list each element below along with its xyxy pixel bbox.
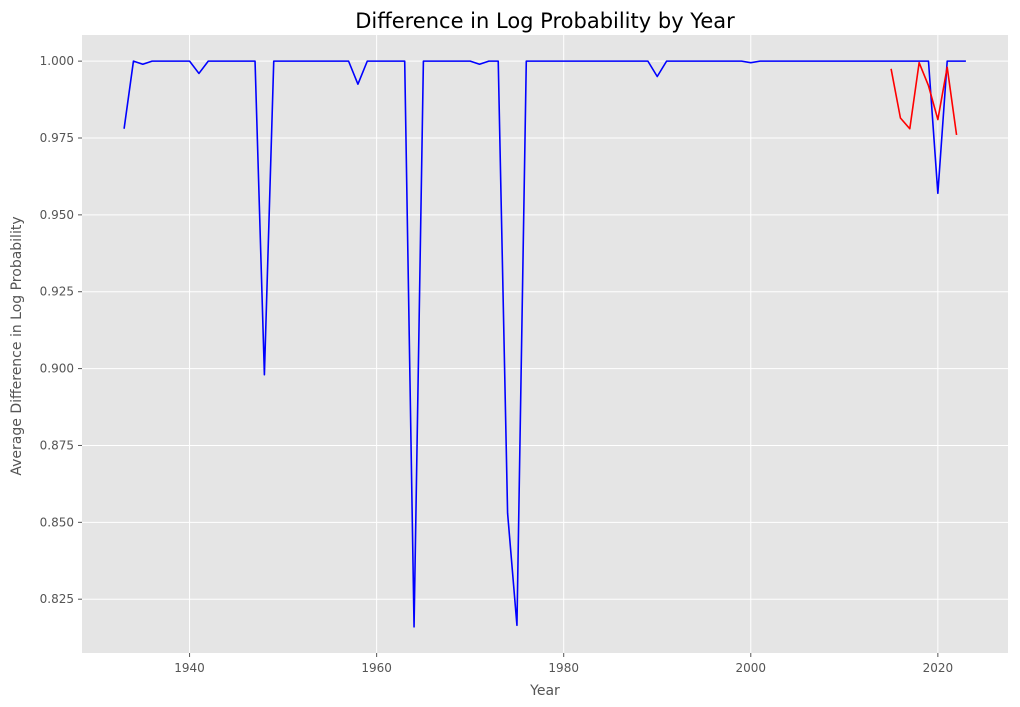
series-line-blue <box>123 60 966 628</box>
x-tick-label: 2000 <box>736 661 767 675</box>
y-tick-label: 0.950 <box>40 208 74 222</box>
plot-area <box>82 35 1008 653</box>
x-tick-labels: 1940 1960 1980 2000 2020 <box>174 653 953 675</box>
x-tick-label: 1960 <box>361 661 392 675</box>
y-tick-label: 0.825 <box>40 592 74 606</box>
y-tick-label: 0.925 <box>40 285 74 299</box>
x-axis-label: Year <box>529 683 560 699</box>
y-axis-label: Average Difference in Log Probability <box>9 216 25 475</box>
y-tick-labels: 0.825 0.850 0.875 0.900 0.925 0.950 0.975 1.000 <box>40 54 82 606</box>
series-line-red <box>890 61 958 136</box>
y-tick-label: 0.900 <box>40 362 74 376</box>
x-tick-label: 1940 <box>174 661 205 675</box>
x-tick-label: 2020 <box>923 661 954 675</box>
x-tick-label: 1980 <box>548 661 579 675</box>
y-tick-label: 0.850 <box>40 515 74 529</box>
y-tick-label: 0.875 <box>40 438 74 452</box>
y-tick-label: 1.000 <box>40 54 74 68</box>
chart-title: Difference in Log Probability by Year <box>355 9 735 33</box>
series-layer <box>123 60 966 628</box>
y-tick-label: 0.975 <box>40 131 74 145</box>
